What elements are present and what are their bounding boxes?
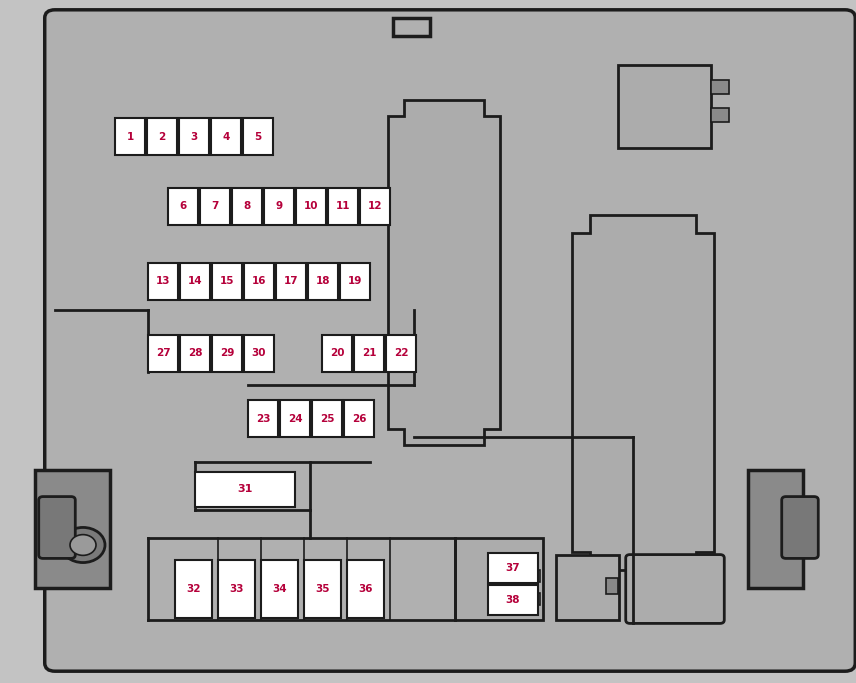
Text: 1: 1 [127,132,134,141]
Bar [328,188,358,225]
Text: 22: 22 [394,348,408,359]
Bar [195,472,295,507]
Text: 14: 14 [187,277,202,286]
Bar [212,263,242,300]
Bar [360,188,390,225]
Text: 24: 24 [288,413,302,423]
Text: 5: 5 [254,132,262,141]
Circle shape [61,527,105,563]
Bar [308,263,338,300]
FancyBboxPatch shape [782,497,818,559]
Bar [344,400,374,437]
Bar [354,335,384,372]
Bar [386,335,416,372]
Bar [212,335,242,372]
Text: 38: 38 [506,595,520,605]
Text: 27: 27 [156,348,170,359]
Text: 7: 7 [211,201,218,212]
Bar [556,555,619,620]
Bar [618,65,711,148]
Bar [312,400,342,437]
Text: 37: 37 [506,563,520,573]
Text: 17: 17 [283,277,298,286]
Bar [296,188,326,225]
FancyBboxPatch shape [45,10,855,671]
Text: 11: 11 [336,201,350,212]
FancyBboxPatch shape [39,497,75,559]
Text: 36: 36 [359,584,372,594]
Text: 9: 9 [276,201,282,212]
Bar [243,118,273,155]
Text: 12: 12 [368,201,383,212]
Text: 18: 18 [316,277,330,286]
Text: 10: 10 [304,201,318,212]
Bar [322,335,352,372]
Text: 29: 29 [220,348,235,359]
Text: 16: 16 [252,277,266,286]
Bar [711,80,729,94]
PathPatch shape [572,215,714,570]
Bar [711,108,729,122]
Bar [35,470,110,588]
Bar [748,470,803,588]
Bar [232,188,262,225]
Bar [264,188,294,225]
Bar [218,560,255,618]
Bar [528,593,540,605]
Bar [244,335,274,372]
Bar [606,578,618,594]
Bar [180,263,210,300]
Text: 6: 6 [180,201,187,212]
Text: 8: 8 [243,201,251,212]
Bar [248,400,278,437]
Bar [148,263,178,300]
Bar [168,188,198,225]
Text: 15: 15 [220,277,235,286]
Text: 30: 30 [252,348,266,359]
Text: 34: 34 [272,584,287,594]
Bar [200,188,230,225]
Bar [304,560,341,618]
Text: 3: 3 [190,132,198,141]
Text: 32: 32 [187,584,201,594]
Text: 33: 33 [229,584,244,594]
Bar [280,400,310,437]
Bar [211,118,241,155]
Bar [528,570,540,582]
Text: 35: 35 [315,584,330,594]
Text: 26: 26 [352,413,366,423]
Text: 13: 13 [156,277,170,286]
Text: 28: 28 [187,348,202,359]
FancyBboxPatch shape [626,555,724,624]
PathPatch shape [388,100,500,445]
Bar [455,538,543,620]
Circle shape [70,535,96,555]
Bar [148,335,178,372]
Text: 19: 19 [348,277,362,286]
Bar [261,560,298,618]
Bar [180,335,210,372]
Bar [488,553,538,583]
Bar [175,560,212,618]
Text: 4: 4 [223,132,229,141]
Text: 2: 2 [158,132,165,141]
Text: 23: 23 [256,413,270,423]
Bar [179,118,209,155]
Bar [276,263,306,300]
Bar [244,263,274,300]
Bar [340,263,370,300]
Bar [347,560,384,618]
Text: 21: 21 [362,348,377,359]
Bar [393,18,430,36]
Bar [488,585,538,615]
Bar [115,118,145,155]
Text: 25: 25 [320,413,334,423]
Text: 20: 20 [330,348,344,359]
Bar [147,118,177,155]
Text: 31: 31 [237,484,253,494]
